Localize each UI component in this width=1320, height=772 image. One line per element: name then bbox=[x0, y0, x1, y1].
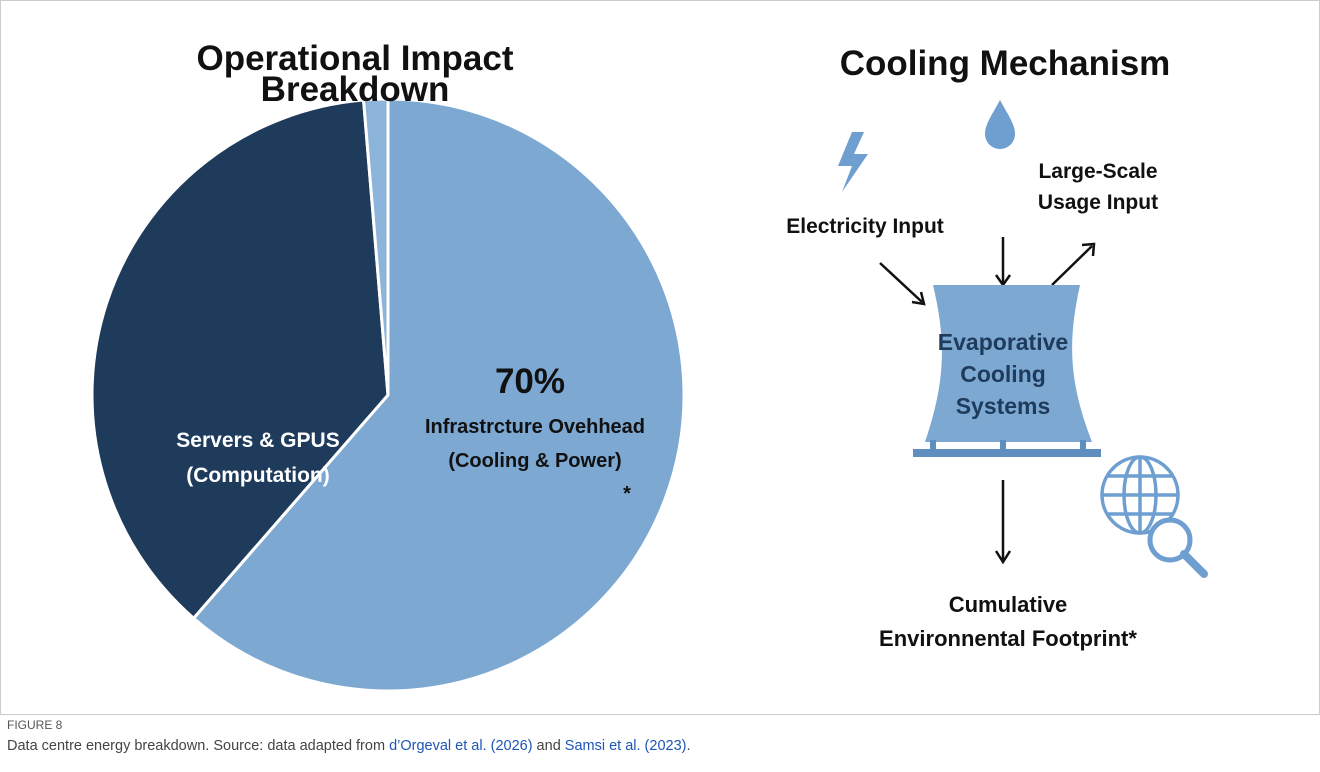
tower-base bbox=[913, 449, 1101, 457]
pie-slice bbox=[191, 97, 686, 693]
tower-legs bbox=[930, 440, 1086, 452]
node-label: Electricity Input bbox=[786, 215, 944, 238]
caption-text: and bbox=[532, 738, 565, 754]
figure-label: FIGURE 8 bbox=[7, 718, 63, 732]
caption: FIGURE 8 Data centre energy breakdown. S… bbox=[7, 718, 1307, 754]
bolt-icon bbox=[838, 132, 868, 192]
slice-label: Infrastrcture Ovehhead (Cooling & Power) bbox=[425, 416, 645, 472]
globe-icon bbox=[1100, 455, 1208, 578]
slice-label: Servers & GPUS (Computation) bbox=[176, 429, 339, 487]
value-label: 70% bbox=[495, 362, 565, 401]
tower bbox=[925, 285, 1092, 442]
figure: 70% Infrastrcture Ovehhead (Cooling & Powe… bbox=[0, 0, 1320, 715]
caption-text: . bbox=[686, 738, 691, 754]
arrows bbox=[879, 237, 1096, 565]
pie-chart: 70% Infrastrcture Ovehhead (Cooling & Powe… bbox=[90, 97, 686, 693]
drop-icon bbox=[985, 100, 1015, 149]
node-label: Large-Scale Usage Input bbox=[1038, 160, 1158, 214]
caption-text: Data centre energy breakdown. Source: da… bbox=[7, 738, 390, 754]
node-label: Cumulative Environnental Footprint* bbox=[879, 592, 1137, 651]
pie-slice bbox=[90, 98, 390, 621]
citation-link[interactable]: Samsi et al. (2023) bbox=[564, 738, 687, 754]
node-label: Evaporative Cooling Systems bbox=[938, 329, 1068, 419]
citation-link[interactable]: d’Orgeval et al. (2026) bbox=[389, 738, 533, 754]
pie-slice bbox=[361, 97, 390, 396]
chart-title: Operational Impact Breakdown bbox=[196, 39, 513, 109]
diagram-title: Cooling Mechanism bbox=[840, 44, 1171, 83]
caption-text: Data centre energy breakdown. Source: da… bbox=[7, 738, 1307, 754]
annotation: * bbox=[623, 483, 631, 505]
